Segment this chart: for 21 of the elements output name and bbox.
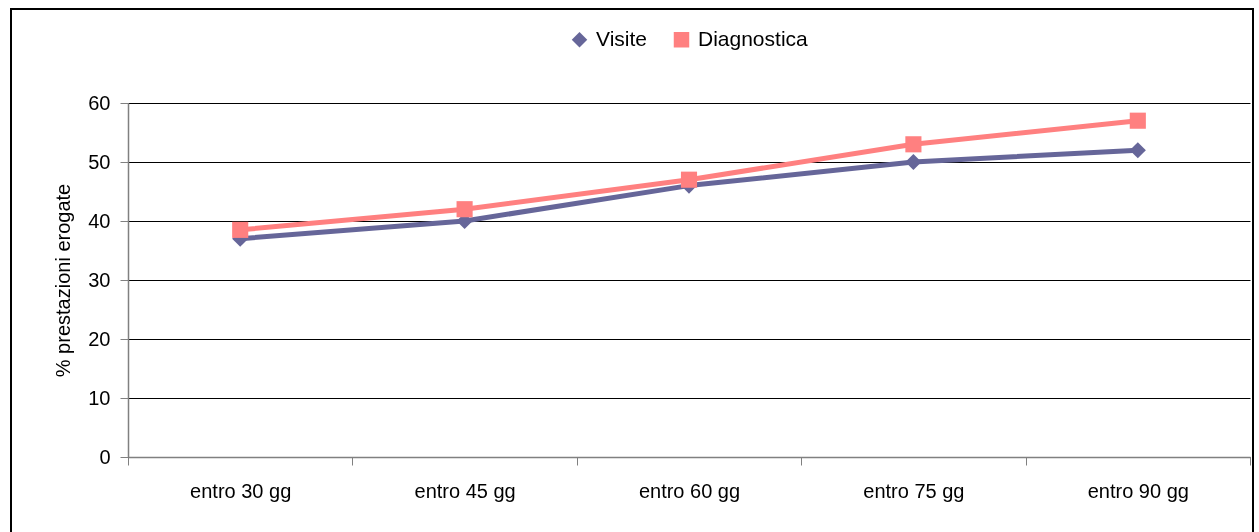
x-tick-label: entro 90 gg (1087, 479, 1189, 502)
point (456, 201, 473, 218)
point (905, 136, 922, 153)
point (232, 221, 249, 238)
y-tick-label: 20 (88, 327, 111, 350)
x-tick-label: entro 45 gg (414, 479, 516, 502)
x-tick-label: entro 60 gg (638, 479, 741, 502)
point (905, 153, 922, 171)
y-tick-label: 10 (88, 386, 111, 409)
x-tick-label: entro 75 gg (863, 479, 965, 502)
point (680, 171, 698, 188)
point (1129, 112, 1146, 129)
y-tick-label: 50 (88, 150, 111, 173)
x-tick-label: entro 30 gg (190, 479, 292, 502)
y-tick-label: 60 (88, 91, 111, 114)
y-tick-label: 30 (88, 268, 111, 291)
y-axis-title: % prestazioni erogate (52, 183, 75, 378)
legend-label: Diagnostica (698, 26, 809, 50)
y-tick-label: 0 (99, 445, 111, 468)
y-tick-label: 40 (88, 209, 111, 232)
legend-label: Visite (596, 26, 647, 50)
